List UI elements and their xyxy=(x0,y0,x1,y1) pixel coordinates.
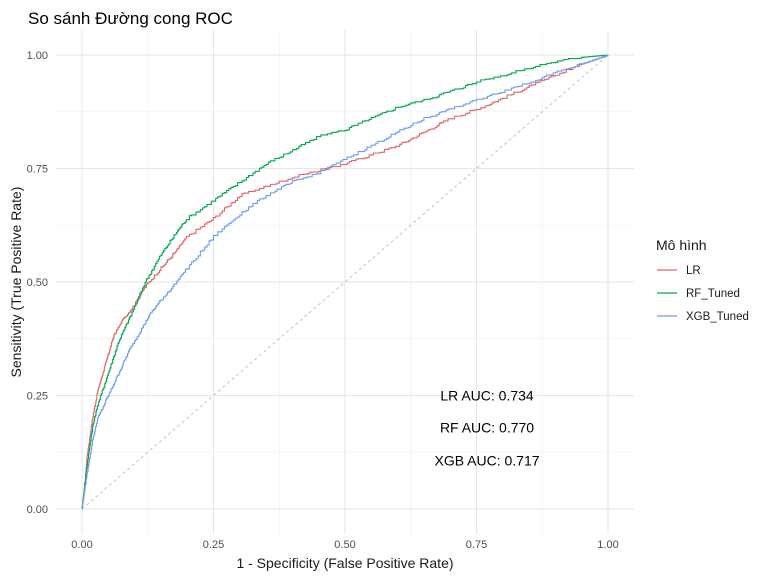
reference-line xyxy=(81,54,609,510)
y-tick-label: 1.00 xyxy=(27,50,48,62)
x-tick-label: 0.75 xyxy=(466,539,487,551)
y-axis-ticks: 0.00 0.25 0.50 0.75 1.00 xyxy=(27,50,48,516)
y-tick-label: 0.75 xyxy=(27,164,48,176)
legend-label: LR xyxy=(686,265,701,277)
y-tick-label: 0.25 xyxy=(27,391,48,403)
auc-annotations: LR AUC: 0.734 RF AUC: 0.770 XGB AUC: 0.717 xyxy=(434,388,539,469)
roc-curve-lr xyxy=(81,55,609,510)
x-tick-label: 0.00 xyxy=(71,539,92,551)
legend-title: Mô hình xyxy=(656,237,707,253)
x-axis-ticks: 0.00 0.25 0.50 0.75 1.00 xyxy=(71,539,618,551)
roc-curve-rf-tuned xyxy=(81,54,609,510)
chart-title: So sánh Đường cong ROC xyxy=(28,9,233,28)
roc-curve-xgb-tuned xyxy=(81,55,609,510)
x-tick-label: 0.50 xyxy=(334,539,355,551)
auc-annotation: LR AUC: 0.734 xyxy=(440,388,534,404)
grid xyxy=(56,30,634,534)
y-tick-label: 0.50 xyxy=(27,277,48,289)
legend: Mô hình LR RF_Tuned XGB_Tuned xyxy=(656,237,749,323)
x-tick-label: 0.25 xyxy=(203,539,224,551)
y-tick-label: 0.00 xyxy=(27,504,48,516)
x-axis-title: 1 - Specificity (False Positive Rate) xyxy=(236,555,453,571)
legend-label: RF_Tuned xyxy=(686,288,740,300)
y-axis-title: Sensitivity (True Positive Rate) xyxy=(8,187,24,378)
auc-annotation: RF AUC: 0.770 xyxy=(440,419,534,435)
reference-diagonal-line xyxy=(81,54,609,510)
legend-label: XGB_Tuned xyxy=(686,311,749,323)
roc-curves xyxy=(81,54,609,510)
x-tick-label: 1.00 xyxy=(597,539,618,551)
auc-annotation: XGB AUC: 0.717 xyxy=(434,452,539,468)
